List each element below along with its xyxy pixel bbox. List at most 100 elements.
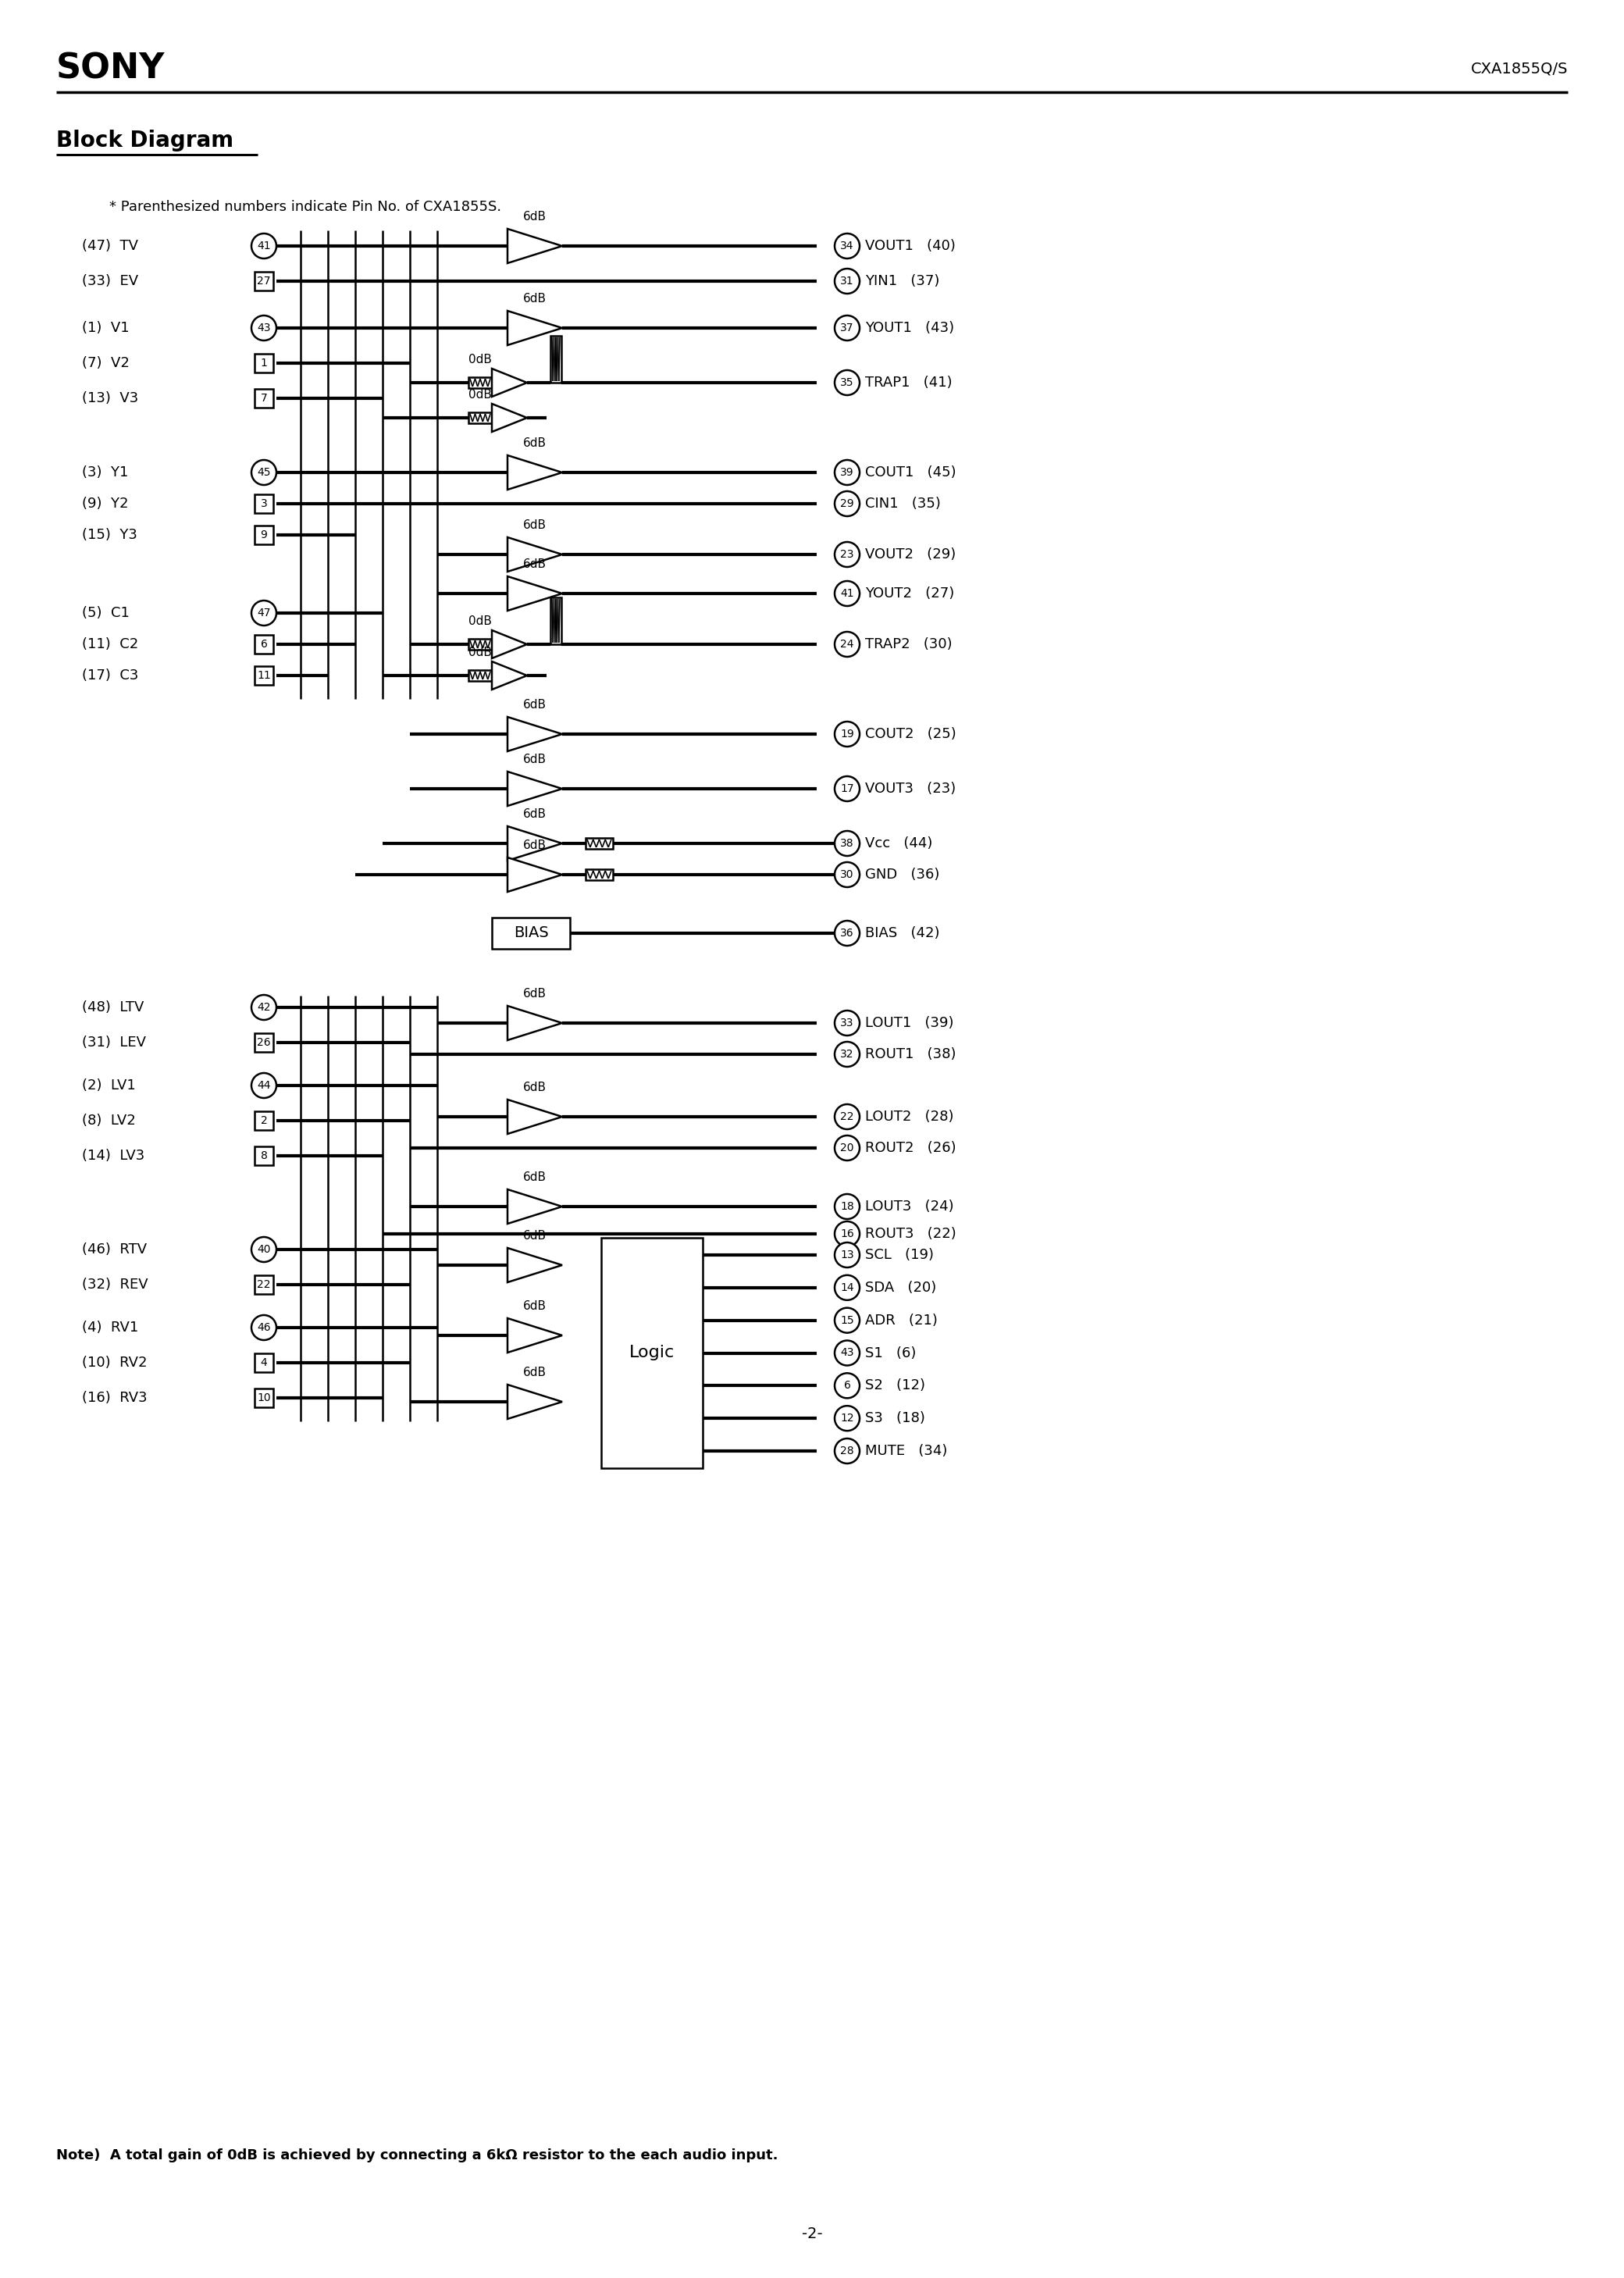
Text: (5)  C1: (5) C1 (81, 606, 130, 620)
Circle shape (252, 1073, 276, 1098)
Polygon shape (507, 1007, 562, 1041)
Text: ADR   (21): ADR (21) (866, 1314, 937, 1328)
Text: 39: 39 (840, 467, 854, 478)
Text: VOUT2   (29): VOUT2 (29) (866, 547, 957, 560)
Bar (255, 1034, 273, 1052)
Text: 19: 19 (840, 729, 854, 740)
Text: COUT2   (25): COUT2 (25) (866, 727, 957, 740)
Text: CIN1   (35): CIN1 (35) (866, 497, 940, 510)
Text: TRAP2   (30): TRAP2 (30) (866, 638, 952, 652)
Text: 16: 16 (840, 1228, 854, 1239)
Text: Note)  A total gain of 0dB is achieved by connecting a 6kΩ resistor to the each : Note) A total gain of 0dB is achieved by… (57, 2148, 778, 2162)
Bar (586, 838, 612, 850)
Text: 9: 9 (260, 528, 268, 540)
Bar (468, 638, 492, 649)
Circle shape (835, 492, 859, 517)
Polygon shape (492, 661, 528, 690)
Text: 47: 47 (257, 608, 271, 620)
Text: 3: 3 (260, 499, 268, 510)
Text: 41: 41 (840, 588, 854, 599)
Polygon shape (507, 228, 562, 264)
Text: 6dB: 6dB (523, 809, 547, 820)
Text: (2)  LV1: (2) LV1 (81, 1077, 136, 1093)
Bar (255, 1112, 273, 1130)
Text: 6dB: 6dB (523, 1171, 547, 1182)
Text: Block Diagram: Block Diagram (57, 130, 234, 153)
Bar (468, 412, 492, 424)
Text: (13)  V3: (13) V3 (81, 392, 138, 405)
Circle shape (252, 460, 276, 485)
Text: SDA   (20): SDA (20) (866, 1280, 937, 1294)
Polygon shape (507, 1100, 562, 1134)
Bar (255, 494, 273, 513)
Text: 6: 6 (844, 1380, 851, 1392)
Text: (9)  Y2: (9) Y2 (81, 497, 128, 510)
Text: 6dB: 6dB (523, 989, 547, 1000)
Text: (11)  C2: (11) C2 (81, 638, 138, 652)
Polygon shape (507, 1385, 562, 1419)
Text: (32)  REV: (32) REV (81, 1278, 148, 1292)
Circle shape (835, 1308, 859, 1333)
Text: 6dB: 6dB (523, 699, 547, 711)
Text: (46)  RTV: (46) RTV (81, 1242, 146, 1257)
Text: 37: 37 (840, 323, 854, 333)
Text: VOUT3   (23): VOUT3 (23) (866, 781, 957, 795)
Text: 33: 33 (840, 1018, 854, 1027)
Text: (17)  C3: (17) C3 (81, 667, 138, 683)
Circle shape (835, 777, 859, 802)
Polygon shape (492, 369, 528, 396)
Text: 13: 13 (840, 1251, 854, 1260)
Circle shape (252, 235, 276, 257)
Text: (16)  RV3: (16) RV3 (81, 1392, 148, 1406)
Text: (31)  LEV: (31) LEV (81, 1036, 146, 1050)
Circle shape (835, 1437, 859, 1462)
Text: * Parenthesized numbers indicate Pin No. of CXA1855S.: * Parenthesized numbers indicate Pin No.… (109, 200, 502, 214)
Circle shape (252, 1237, 276, 1262)
Circle shape (252, 601, 276, 626)
Text: LOUT2   (28): LOUT2 (28) (866, 1109, 953, 1123)
Circle shape (835, 369, 859, 394)
Polygon shape (507, 857, 562, 891)
Text: 38: 38 (840, 838, 854, 850)
Circle shape (835, 235, 859, 257)
Text: S1   (6): S1 (6) (866, 1346, 916, 1360)
Text: 36: 36 (840, 927, 854, 939)
Circle shape (835, 1134, 859, 1160)
Text: YOUT2   (27): YOUT2 (27) (866, 585, 955, 601)
Circle shape (835, 1242, 859, 1267)
Text: 22: 22 (840, 1112, 854, 1123)
Circle shape (835, 542, 859, 567)
Text: 31: 31 (840, 276, 854, 287)
Circle shape (835, 1276, 859, 1301)
Text: 7: 7 (260, 392, 268, 403)
Text: ROUT1   (38): ROUT1 (38) (866, 1048, 957, 1062)
Bar (586, 870, 612, 879)
Text: 6dB: 6dB (523, 294, 547, 305)
Bar (255, 271, 273, 292)
Text: 4: 4 (260, 1358, 268, 1369)
Polygon shape (507, 456, 562, 490)
Text: YIN1   (37): YIN1 (37) (866, 273, 940, 287)
Circle shape (835, 581, 859, 606)
Text: 20: 20 (840, 1144, 854, 1153)
Polygon shape (507, 538, 562, 572)
Text: 11: 11 (257, 670, 271, 681)
Polygon shape (507, 718, 562, 752)
Text: 17: 17 (840, 784, 854, 795)
Text: 6dB: 6dB (523, 519, 547, 531)
Circle shape (835, 1041, 859, 1066)
Circle shape (835, 1374, 859, 1399)
Text: (3)  Y1: (3) Y1 (81, 465, 128, 478)
Text: (8)  LV2: (8) LV2 (81, 1114, 136, 1128)
Text: 6dB: 6dB (523, 1230, 547, 1242)
Circle shape (835, 1194, 859, 1219)
Text: COUT1   (45): COUT1 (45) (866, 465, 957, 478)
Text: TRAP1   (41): TRAP1 (41) (866, 376, 952, 390)
Text: 0dB: 0dB (468, 390, 492, 401)
Text: VOUT1   (40): VOUT1 (40) (866, 239, 955, 253)
Text: 41: 41 (257, 241, 271, 251)
Text: 27: 27 (257, 276, 271, 287)
Text: 29: 29 (840, 499, 854, 510)
Text: (48)  LTV: (48) LTV (81, 1000, 145, 1014)
Text: 6dB: 6dB (523, 1301, 547, 1312)
